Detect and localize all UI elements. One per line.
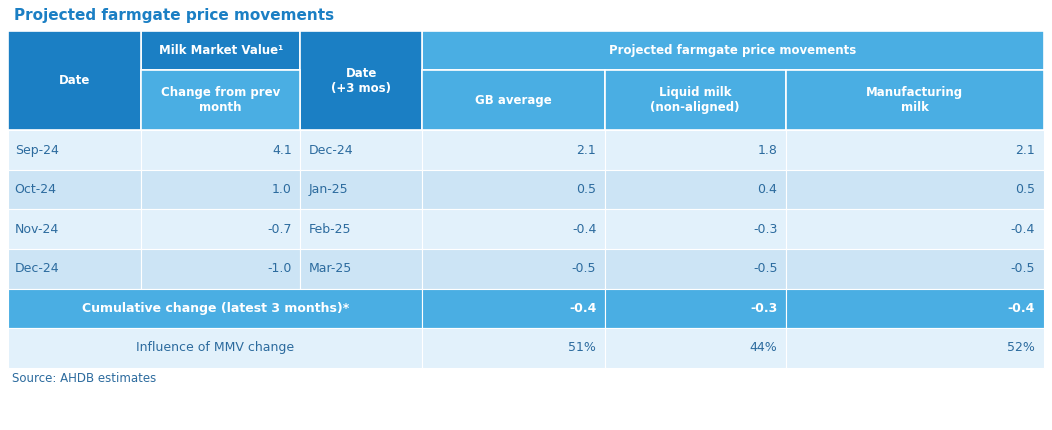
Bar bbox=[786, 209, 1044, 249]
Text: Oct-24: Oct-24 bbox=[15, 183, 57, 196]
Text: Mar-25: Mar-25 bbox=[308, 262, 352, 275]
Text: Source: AHDB estimates: Source: AHDB estimates bbox=[12, 372, 156, 385]
Bar bbox=[141, 130, 300, 170]
Text: -0.5: -0.5 bbox=[753, 262, 777, 275]
Text: -0.4: -0.4 bbox=[1011, 223, 1035, 236]
Text: -0.5: -0.5 bbox=[1011, 262, 1035, 275]
Bar bbox=[300, 170, 423, 209]
Bar bbox=[605, 328, 786, 368]
Bar bbox=[605, 170, 786, 209]
Text: -0.4: -0.4 bbox=[572, 223, 596, 236]
Text: 0.5: 0.5 bbox=[1015, 183, 1035, 196]
Text: Milk Market Value¹: Milk Market Value¹ bbox=[159, 44, 283, 57]
Text: -0.4: -0.4 bbox=[569, 302, 596, 315]
Text: 0.5: 0.5 bbox=[576, 183, 596, 196]
Bar bbox=[141, 170, 300, 209]
Text: 52%: 52% bbox=[1008, 341, 1035, 354]
Bar bbox=[8, 289, 423, 328]
Bar bbox=[423, 130, 605, 170]
Bar bbox=[605, 70, 786, 130]
Bar bbox=[141, 31, 300, 70]
Text: Liquid milk
(non-aligned): Liquid milk (non-aligned) bbox=[650, 86, 740, 114]
Text: Cumulative change (latest 3 months)*: Cumulative change (latest 3 months)* bbox=[82, 302, 349, 315]
Text: Dec-24: Dec-24 bbox=[308, 144, 353, 157]
Text: Manufacturing
milk: Manufacturing milk bbox=[866, 86, 964, 114]
Bar bbox=[423, 249, 605, 289]
Text: 2.1: 2.1 bbox=[1015, 144, 1035, 157]
Bar bbox=[423, 209, 605, 249]
Text: Projected farmgate price movements: Projected farmgate price movements bbox=[609, 44, 856, 57]
Text: 0.4: 0.4 bbox=[757, 183, 777, 196]
Text: Date: Date bbox=[59, 74, 90, 87]
Bar bbox=[300, 209, 423, 249]
Text: Nov-24: Nov-24 bbox=[15, 223, 59, 236]
Text: Influence of MMV change: Influence of MMV change bbox=[137, 341, 295, 354]
Bar bbox=[423, 31, 1044, 70]
Bar bbox=[423, 170, 605, 209]
Text: -0.3: -0.3 bbox=[750, 302, 777, 315]
Bar bbox=[141, 70, 300, 130]
Bar bbox=[423, 289, 605, 328]
Bar bbox=[8, 249, 141, 289]
Bar bbox=[8, 130, 141, 170]
Bar bbox=[605, 209, 786, 249]
Bar bbox=[8, 0, 1044, 31]
Bar bbox=[8, 209, 141, 249]
Bar bbox=[300, 130, 423, 170]
Bar bbox=[8, 170, 141, 209]
Text: 4.1: 4.1 bbox=[272, 144, 291, 157]
Text: 1.8: 1.8 bbox=[757, 144, 777, 157]
Bar bbox=[786, 249, 1044, 289]
Bar bbox=[300, 249, 423, 289]
Text: -1.0: -1.0 bbox=[267, 262, 291, 275]
Bar bbox=[141, 209, 300, 249]
Text: 51%: 51% bbox=[568, 341, 596, 354]
Bar bbox=[786, 130, 1044, 170]
Bar bbox=[786, 328, 1044, 368]
Bar bbox=[141, 249, 300, 289]
Text: Date
(+3 mos): Date (+3 mos) bbox=[331, 67, 391, 95]
Bar bbox=[423, 70, 605, 130]
Bar bbox=[8, 31, 141, 130]
Text: -0.7: -0.7 bbox=[267, 223, 291, 236]
Text: Change from prev
month: Change from prev month bbox=[161, 86, 280, 114]
Bar bbox=[786, 170, 1044, 209]
Text: GB average: GB average bbox=[476, 94, 552, 107]
Bar bbox=[8, 328, 423, 368]
Text: Projected farmgate price movements: Projected farmgate price movements bbox=[14, 8, 333, 23]
Bar bbox=[605, 289, 786, 328]
Bar bbox=[605, 130, 786, 170]
Text: -0.3: -0.3 bbox=[753, 223, 777, 236]
Text: -0.4: -0.4 bbox=[1008, 302, 1035, 315]
Text: 2.1: 2.1 bbox=[576, 144, 596, 157]
Bar bbox=[300, 31, 423, 130]
Bar bbox=[786, 70, 1044, 130]
Text: 1.0: 1.0 bbox=[272, 183, 291, 196]
Text: Jan-25: Jan-25 bbox=[308, 183, 348, 196]
Text: Sep-24: Sep-24 bbox=[15, 144, 59, 157]
Bar bbox=[786, 289, 1044, 328]
Text: Feb-25: Feb-25 bbox=[308, 223, 351, 236]
Bar bbox=[605, 249, 786, 289]
Text: Dec-24: Dec-24 bbox=[15, 262, 59, 275]
Text: 44%: 44% bbox=[750, 341, 777, 354]
Bar bbox=[423, 328, 605, 368]
Text: -0.5: -0.5 bbox=[571, 262, 596, 275]
